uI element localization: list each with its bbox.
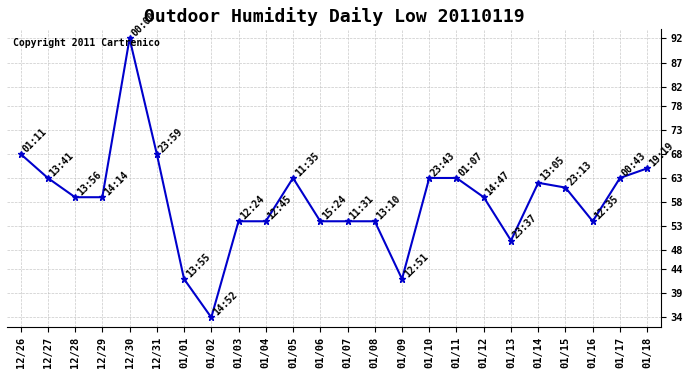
- Text: 23:59: 23:59: [157, 126, 185, 154]
- Text: 23:43: 23:43: [429, 150, 457, 178]
- Text: 13:41: 13:41: [48, 150, 76, 178]
- Text: 00:00: 00:00: [130, 10, 157, 39]
- Text: 14:14: 14:14: [102, 170, 130, 197]
- Text: 15:24: 15:24: [320, 194, 348, 221]
- Text: 12:45: 12:45: [266, 194, 294, 221]
- Text: 01:07: 01:07: [457, 150, 484, 178]
- Text: 19:19: 19:19: [647, 141, 675, 168]
- Text: 23:13: 23:13: [566, 160, 593, 188]
- Text: 01:11: 01:11: [21, 126, 48, 154]
- Text: 12:35: 12:35: [593, 194, 620, 221]
- Text: 12:51: 12:51: [402, 251, 430, 279]
- Text: 23:37: 23:37: [511, 213, 539, 240]
- Text: 11:35: 11:35: [293, 150, 321, 178]
- Text: 14:52: 14:52: [211, 290, 239, 318]
- Text: 14:47: 14:47: [484, 170, 511, 197]
- Text: 12:24: 12:24: [239, 194, 266, 221]
- Text: 13:55: 13:55: [184, 251, 212, 279]
- Text: Copyright 2011 Cartrenico: Copyright 2011 Cartrenico: [14, 38, 160, 48]
- Text: 00:43: 00:43: [620, 150, 648, 178]
- Text: 13:05: 13:05: [538, 155, 566, 183]
- Title: Outdoor Humidity Daily Low 20110119: Outdoor Humidity Daily Low 20110119: [144, 7, 524, 26]
- Text: 11:31: 11:31: [348, 194, 375, 221]
- Text: 13:10: 13:10: [375, 194, 402, 221]
- Text: 13:56: 13:56: [75, 170, 103, 197]
